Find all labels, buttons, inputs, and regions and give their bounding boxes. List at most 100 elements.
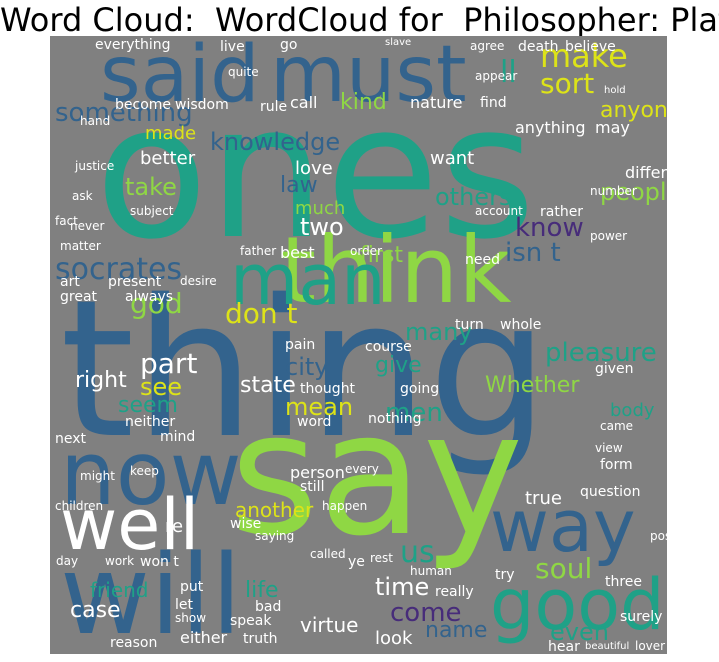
cloud-word: friend — [90, 578, 149, 602]
cloud-word: mind — [160, 429, 196, 445]
cloud-word: re — [165, 516, 184, 537]
cloud-word: really — [435, 584, 474, 600]
cloud-word: next — [55, 431, 87, 447]
cloud-word: slave — [385, 37, 412, 48]
cloud-word: father — [240, 244, 277, 258]
cloud-word: make — [540, 37, 628, 75]
cloud-word: seem — [118, 393, 178, 418]
cloud-word: nothing — [368, 411, 422, 427]
cloud-word: hear — [548, 639, 580, 654]
cloud-word: law — [280, 173, 318, 198]
cloud-word: knowledge — [210, 128, 341, 156]
cloud-word: city — [285, 353, 329, 381]
cloud-word: word — [297, 414, 332, 430]
cloud-word: rule — [260, 99, 288, 115]
cloud-word: children — [55, 499, 104, 513]
cloud-word: quite — [228, 65, 259, 79]
cloud-word: take — [125, 173, 177, 201]
cloud-word: lover — [635, 639, 666, 653]
cloud-word: rather — [540, 204, 584, 220]
cloud-word: different — [625, 163, 667, 182]
cloud-word: either — [180, 628, 228, 647]
cloud-word: happen — [322, 499, 368, 513]
cloud-word: soul — [535, 552, 593, 585]
cloud-word: people — [600, 178, 667, 206]
cloud-word: ye — [348, 554, 365, 570]
cloud-word: thought — [300, 381, 356, 397]
cloud-word: will — [60, 531, 242, 654]
cloud-word: surely — [620, 609, 663, 625]
cloud-word: nature — [410, 93, 463, 112]
cloud-word: art — [60, 274, 80, 290]
word-cloud: ones thing say will said must think man now well w… — [50, 36, 667, 654]
cloud-word: mean — [285, 393, 354, 421]
cloud-word: time — [375, 573, 430, 601]
cloud-word: live — [220, 39, 245, 55]
cloud-word: don t — [225, 297, 298, 330]
cloud-word: wise — [230, 516, 262, 532]
cloud-word: need — [465, 252, 500, 268]
cloud-word: anything — [515, 118, 586, 137]
cloud-word: course — [365, 339, 412, 355]
cloud-word: well — [60, 484, 200, 566]
cloud-word: everything — [95, 37, 171, 53]
cloud-word: show — [175, 611, 207, 625]
cloud-word: reason — [110, 635, 158, 651]
cloud-word: name — [425, 618, 488, 643]
cloud-word: agree — [470, 39, 505, 53]
cloud-word: go — [280, 37, 298, 53]
cloud-word: think — [280, 217, 512, 324]
cloud-word: sort — [540, 67, 595, 100]
cloud-word: hand — [80, 114, 111, 128]
cloud-word: view — [595, 441, 623, 455]
cloud-word: Whether — [485, 373, 580, 398]
cloud-word: ones — [95, 64, 536, 280]
cloud-word: must — [270, 36, 467, 120]
cloud-word: kind — [340, 90, 387, 115]
cloud-word: right — [75, 368, 127, 393]
cloud-word: state — [240, 373, 296, 398]
cloud-word: never — [70, 219, 105, 233]
cloud-word: body — [610, 400, 655, 421]
cloud-word: two — [300, 213, 344, 241]
cloud-word: present — [108, 274, 162, 290]
cloud-word: give — [375, 353, 422, 378]
cloud-word: beautiful — [585, 641, 630, 652]
cloud-word: virtue — [300, 613, 359, 637]
cloud-word: men — [385, 398, 443, 428]
cloud-word: come — [390, 598, 462, 628]
cloud-word: truth — [243, 631, 278, 647]
cloud-word: rest — [370, 551, 394, 565]
cloud-word: always — [125, 289, 174, 305]
cloud-word: let — [175, 597, 193, 613]
cloud-word: number — [590, 184, 637, 198]
cloud-word: believe — [565, 39, 616, 55]
cloud-word: good — [490, 564, 665, 646]
cloud-word: subject — [130, 204, 174, 218]
cloud-word: anyone — [600, 98, 667, 123]
cloud-word: going — [400, 381, 440, 397]
cloud-word: life — [245, 578, 279, 603]
cloud-word: came — [600, 419, 634, 433]
cloud-word: day — [56, 554, 79, 568]
cloud-word: question — [580, 484, 641, 500]
cloud-word: three — [605, 574, 643, 590]
cloud-word: first — [360, 243, 403, 268]
cloud-word: put — [180, 579, 204, 595]
cloud-word: best — [280, 243, 315, 262]
cloud-word: possible — [650, 529, 667, 543]
cloud-word: even — [550, 618, 609, 646]
cloud-word: power — [590, 229, 628, 243]
cloud-word: call — [290, 93, 318, 112]
cloud-word: part — [140, 347, 198, 380]
cloud-word: person — [290, 463, 345, 482]
cloud-word: way — [490, 484, 636, 568]
cloud-word: isn t — [505, 238, 561, 268]
cloud-word: whole — [500, 317, 542, 333]
cloud-word: saying — [255, 529, 295, 543]
cloud-word: won t — [140, 554, 179, 570]
cloud-word: true — [525, 488, 562, 509]
cloud-word: order — [350, 244, 382, 258]
cloud-word: try — [495, 567, 515, 583]
cloud-word: turn — [455, 317, 484, 333]
